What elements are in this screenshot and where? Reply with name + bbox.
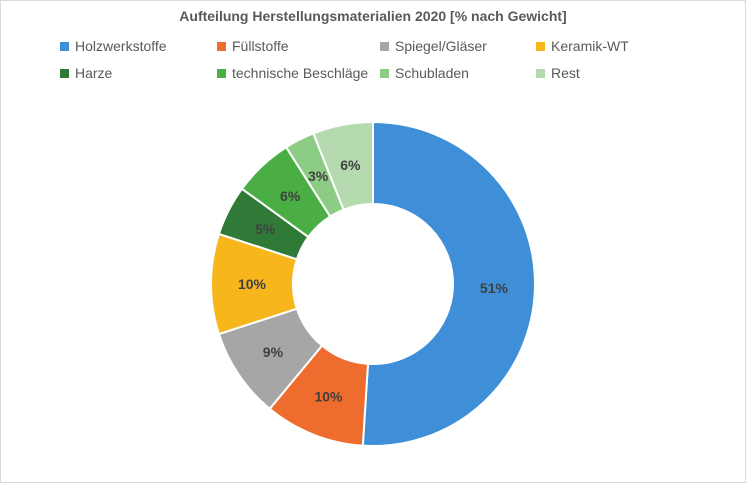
legend-label: Harze bbox=[75, 65, 113, 81]
legend-label: Schubladen bbox=[395, 65, 469, 81]
slice-data-label: 6% bbox=[340, 157, 361, 173]
legend-item: Schubladen bbox=[380, 65, 469, 81]
legend-item: Harze bbox=[60, 65, 112, 81]
legend-item: Füllstoffe bbox=[217, 38, 289, 54]
doughnut-slice bbox=[361, 120, 537, 447]
legend-item: Keramik-WT bbox=[536, 38, 629, 54]
legend-label: Füllstoffe bbox=[232, 38, 289, 54]
legend-swatch bbox=[536, 68, 545, 78]
slice-data-label: 10% bbox=[238, 276, 267, 292]
legend-swatch bbox=[536, 41, 545, 51]
slice-data-label: 51% bbox=[480, 280, 509, 296]
legend-swatch bbox=[380, 68, 389, 78]
chart-title: Aufteilung Herstellungsmaterialien 2020 … bbox=[179, 8, 567, 24]
legend-swatch bbox=[60, 41, 69, 51]
slice-data-label: 5% bbox=[255, 221, 276, 237]
legend-swatch bbox=[217, 68, 226, 78]
legend-swatch bbox=[380, 41, 389, 51]
legend-swatch bbox=[217, 41, 226, 51]
legend-label: technische Beschläge bbox=[232, 65, 369, 81]
legend-swatch bbox=[60, 68, 69, 78]
legend-label: Spiegel/Gläser bbox=[395, 38, 487, 54]
legend-item: Spiegel/Gläser bbox=[380, 38, 487, 54]
slice-data-label: 9% bbox=[263, 344, 284, 360]
slice-data-label: 10% bbox=[314, 389, 343, 405]
legend-item: Rest bbox=[536, 65, 580, 81]
legend-item: technische Beschläge bbox=[217, 65, 368, 81]
legend-label: Rest bbox=[551, 65, 580, 81]
doughnut-slice bbox=[312, 120, 374, 211]
slice-data-label: 6% bbox=[280, 188, 301, 204]
slice-data-label: 3% bbox=[308, 168, 329, 184]
legend-item: Holzwerkstoffe bbox=[60, 38, 167, 54]
legend-label: Keramik-WT bbox=[551, 38, 629, 54]
legend-label: Holzwerkstoffe bbox=[75, 38, 167, 54]
